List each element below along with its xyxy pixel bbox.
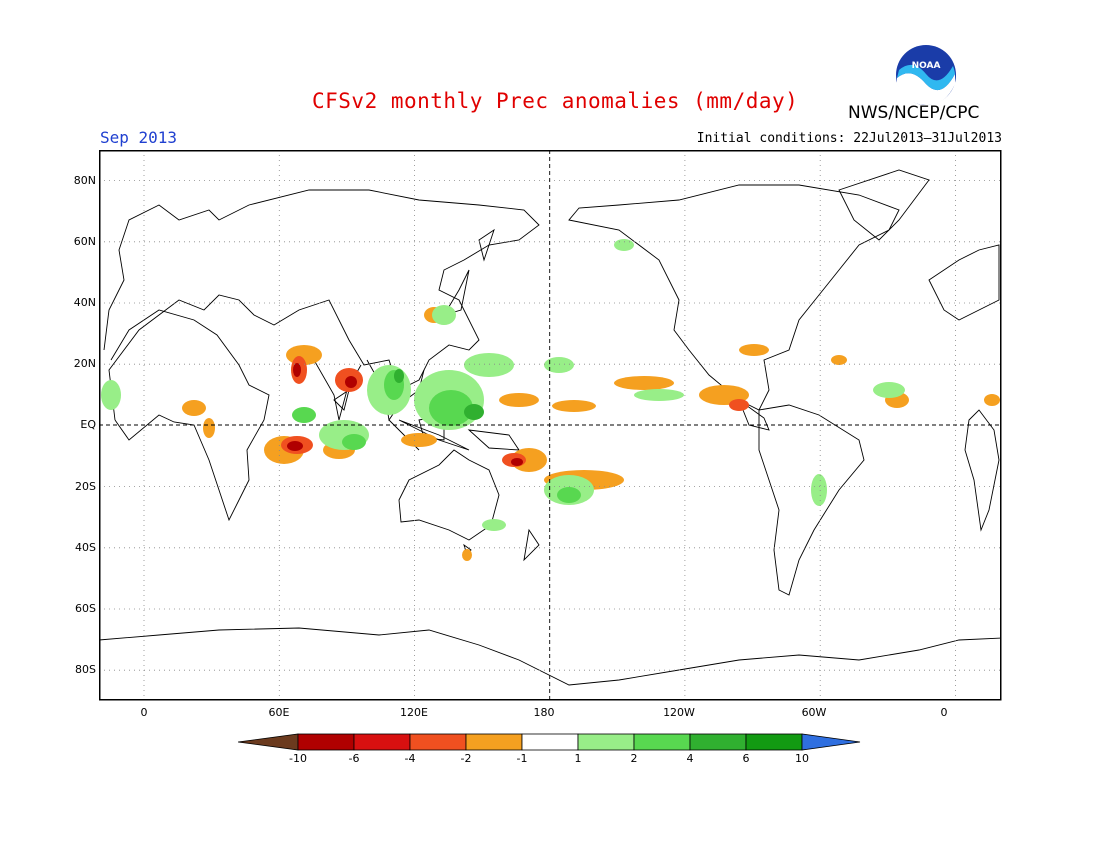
- coastlines: [99, 169, 1001, 686]
- lat-label: 60N: [73, 235, 96, 248]
- precip-anomaly-map: [99, 150, 1002, 701]
- colorbar-level-label: 10: [795, 752, 809, 765]
- chart-title: CFSv2 monthly Prec anomalies (mm/day): [312, 89, 799, 113]
- colorbar-cell: [745, 733, 803, 751]
- lat-label: 80S: [75, 663, 96, 676]
- lon-label: 120E: [400, 706, 428, 719]
- colorbar-level-label: -2: [460, 752, 472, 765]
- colorbar-cell: [465, 733, 523, 751]
- colorbar: [238, 733, 861, 751]
- lat-label: 20N: [73, 357, 96, 370]
- colorbar-level-label: 1: [574, 752, 582, 765]
- lat-label: 60S: [75, 602, 96, 615]
- colorbar-arrow-low: [238, 733, 299, 751]
- lat-label: EQ: [80, 418, 96, 431]
- colorbar-cell: [409, 733, 467, 751]
- colorbar-cell: [689, 733, 747, 751]
- lon-label: 0: [940, 706, 948, 719]
- forecast-month: Sep 2013: [100, 128, 178, 147]
- colorbar-cell: [297, 733, 355, 751]
- colorbar-cell: [521, 733, 579, 751]
- colorbar-arrow-high: [801, 733, 861, 751]
- noaa-logo-icon: NOAA: [896, 45, 956, 106]
- initial-conditions: Initial conditions: 22Jul2013–31Jul2013: [696, 131, 1002, 146]
- lon-label: 60E: [268, 706, 290, 719]
- lon-label: 180: [533, 706, 555, 719]
- agency-label: NWS/NCEP/CPC: [848, 103, 980, 123]
- colorbar-cell: [633, 733, 691, 751]
- colorbar-level-label: -10: [289, 752, 307, 765]
- lat-label: 80N: [73, 174, 96, 187]
- anomaly-shading: [101, 239, 1000, 561]
- equator-and-dateline: [99, 150, 1001, 700]
- colorbar-level-label: 6: [742, 752, 750, 765]
- logo-text: NOAA: [912, 61, 941, 71]
- colorbar-level-label: 4: [686, 752, 694, 765]
- lat-label: 40N: [73, 296, 96, 309]
- colorbar-level-label: -4: [404, 752, 416, 765]
- lat-label: 20S: [75, 480, 96, 493]
- lon-label: 60W: [801, 706, 827, 719]
- lat-label: 40S: [75, 541, 96, 554]
- colorbar-level-label: -6: [348, 752, 360, 765]
- colorbar-level-label: 2: [630, 752, 638, 765]
- colorbar-cell: [353, 733, 411, 751]
- lon-label: 120W: [663, 706, 695, 719]
- colorbar-cell: [577, 733, 635, 751]
- colorbar-level-label: -1: [516, 752, 528, 765]
- map-frame: [99, 150, 1002, 701]
- lon-label: 0: [140, 706, 148, 719]
